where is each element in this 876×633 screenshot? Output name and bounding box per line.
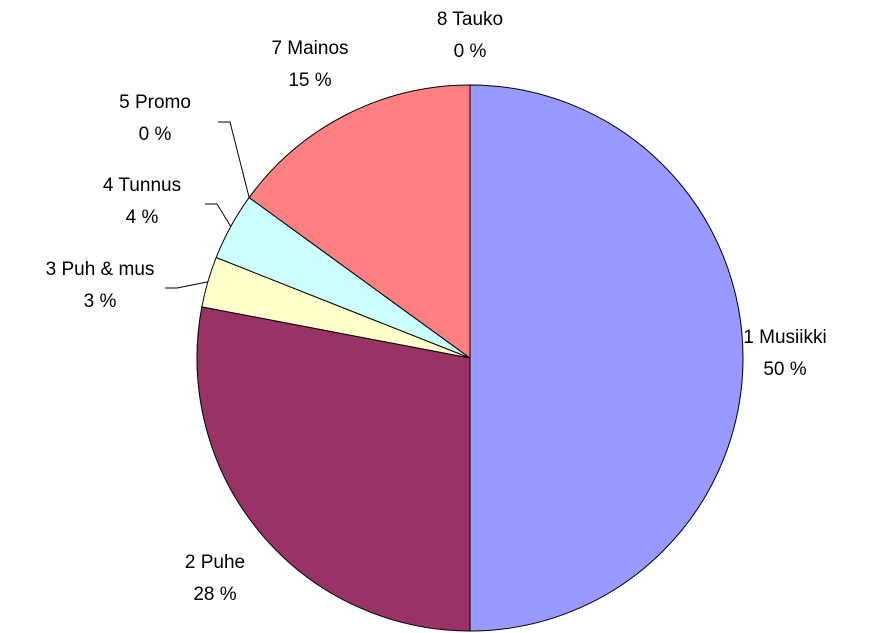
slice-value-label: 50 % <box>763 359 806 380</box>
slice-value-label: 28 % <box>193 584 236 605</box>
pie-slice <box>469 84 744 632</box>
leader-line <box>205 203 232 227</box>
slice-value-label: 15 % <box>288 70 331 91</box>
slice-label: 7 Mainos <box>271 38 348 59</box>
slice-label: 4 Tunnus <box>103 175 181 196</box>
leader-line <box>165 281 208 289</box>
slice-value-label: 0 % <box>454 41 487 62</box>
pie-slice <box>248 84 471 359</box>
slice-label: 8 Tauko <box>437 9 503 30</box>
slice-label: 3 Puh & mus <box>46 259 155 280</box>
slice-value-label: 4 % <box>126 207 159 228</box>
pie-slice <box>196 306 471 632</box>
slice-label: 5 Promo <box>119 92 191 113</box>
leader-line <box>218 121 250 198</box>
slice-value-label: 3 % <box>84 291 117 312</box>
slice-label: 1 Musiikki <box>743 327 826 348</box>
slice-label: 2 Puhe <box>185 552 245 573</box>
slice-value-label: 0 % <box>139 124 172 145</box>
